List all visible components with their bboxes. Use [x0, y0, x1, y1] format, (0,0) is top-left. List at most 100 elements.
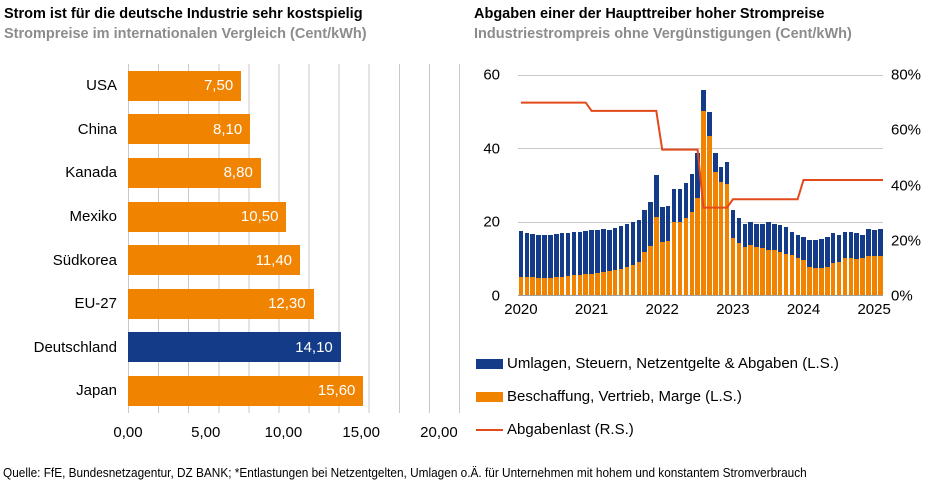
stacked-bar — [583, 75, 588, 295]
hbar-Deutschland: 14,10 — [128, 332, 341, 363]
segment-beschaffung — [612, 270, 618, 295]
stacked-bar — [630, 75, 636, 295]
stacked-bar — [771, 75, 777, 295]
category-label: USA — [86, 77, 117, 95]
segment-umlagen — [819, 238, 824, 269]
bar-row: Kanada 8,80 — [4, 151, 470, 195]
segment-umlagen — [589, 230, 594, 274]
abgabenlast-line — [520, 101, 883, 209]
year-label: 2024 — [786, 301, 821, 318]
segment-beschaffung — [683, 218, 689, 295]
segment-umlagen — [524, 232, 530, 278]
segment-beschaffung — [565, 275, 571, 295]
segment-beschaffung — [801, 260, 806, 295]
bar-row: Mexiko 10,50 — [4, 195, 470, 239]
stacked-bar — [724, 75, 730, 295]
stacked-bar — [518, 75, 524, 295]
bar-row: Südkorea 11,40 — [4, 238, 470, 282]
stacked-bar — [642, 75, 647, 295]
stacked-bar — [718, 75, 724, 295]
stacked-bar — [571, 75, 577, 295]
legend-swatch-orange — [476, 391, 503, 402]
segment-beschaffung — [713, 172, 718, 295]
segment-umlagen — [530, 234, 535, 278]
segment-umlagen — [642, 210, 647, 252]
stacked-bar — [801, 75, 806, 295]
stacked-bar — [654, 75, 659, 295]
segment-beschaffung — [554, 277, 559, 295]
bar-track: 8,80 — [128, 157, 460, 188]
bar-row: Deutschland 14,10 — [4, 326, 470, 370]
category-label: Südkorea — [52, 251, 117, 269]
stacked-bar — [559, 75, 565, 295]
source-note: Quelle: FfE, Bundesnetzagentur, DZ BANK;… — [3, 466, 807, 480]
segment-beschaffung — [559, 276, 565, 295]
segment-umlagen — [701, 90, 706, 111]
bar-track: 15,60 — [128, 375, 460, 406]
x-tick-label: 5,00 — [191, 423, 221, 441]
stacked-bar — [554, 75, 559, 295]
hbar-Japan: 15,60 — [128, 375, 364, 406]
stacked-bar — [548, 75, 553, 295]
segment-beschaffung — [542, 278, 547, 295]
segment-beschaffung — [595, 273, 600, 295]
bar-value-label: 10,50 — [240, 208, 279, 226]
hbar-Kanada: 8,80 — [128, 157, 261, 188]
bar-track: 10,50 — [128, 201, 460, 232]
gridline — [518, 221, 883, 223]
segment-umlagen — [607, 230, 612, 272]
segment-umlagen — [601, 228, 606, 272]
segment-beschaffung — [636, 262, 642, 295]
segment-umlagen — [807, 240, 812, 267]
segment-beschaffung — [648, 245, 653, 295]
stacked-bar — [842, 75, 848, 295]
category-label: Mexiko — [69, 208, 117, 226]
segment-umlagen — [795, 235, 801, 259]
stacked-bar — [748, 75, 753, 295]
bar-row: USA 7,50 — [4, 64, 470, 108]
segment-umlagen — [713, 152, 718, 173]
segment-umlagen — [695, 152, 700, 198]
right-chart-subtitle: Industriestrompreis ohne Vergünstigungen… — [474, 26, 852, 42]
legend-swatch-line — [476, 428, 503, 431]
left-chart-title: Strom ist für die deutsche Industrie seh… — [4, 6, 363, 22]
year-label: 2022 — [645, 301, 679, 318]
segment-umlagen — [754, 223, 759, 247]
segment-umlagen — [665, 206, 671, 241]
hbar-China: 8,10 — [128, 114, 251, 145]
stacked-bar — [872, 75, 877, 295]
segment-umlagen — [718, 167, 724, 183]
segment-beschaffung — [518, 276, 524, 295]
segment-umlagen — [830, 233, 836, 264]
segment-beschaffung — [807, 266, 812, 295]
segment-umlagen — [624, 224, 630, 268]
stacked-bar — [830, 75, 836, 295]
left-axis-tick: 0 — [491, 287, 500, 305]
segment-umlagen — [612, 227, 618, 271]
segment-umlagen — [630, 222, 636, 265]
right-plot — [518, 75, 883, 296]
segment-umlagen — [577, 231, 583, 275]
segment-beschaffung — [813, 268, 818, 295]
stacked-bar — [860, 75, 865, 295]
segment-umlagen — [671, 189, 677, 223]
legend-item-beschaffung: Beschaffung, Vertrieb, Marge (L.S.) — [476, 380, 939, 413]
left-axis-tick: 40 — [483, 140, 500, 158]
segment-beschaffung — [630, 264, 636, 295]
legend-swatch-blue — [476, 358, 503, 369]
stacked-bar — [813, 75, 818, 295]
bar-track: 7,50 — [128, 70, 460, 101]
segment-umlagen — [842, 231, 848, 259]
right-chart-title: Abgaben einer der Haupttreiber hoher Str… — [474, 6, 825, 22]
segment-umlagen — [636, 219, 642, 262]
stacked-bar — [636, 75, 642, 295]
left-bar-rows: USA 7,50 China 8,10 Kanada 8,80 Mexiko 10,50 Süd… — [4, 64, 470, 413]
hbar-Mexiko: 10,50 — [128, 201, 287, 232]
stacked-bar — [789, 75, 795, 295]
left-x-axis: 0,00 5,00 10,00 15,00 20,00 — [113, 423, 470, 442]
segment-beschaffung — [654, 216, 659, 295]
stacked-bar — [807, 75, 812, 295]
stacked-bar — [565, 75, 571, 295]
bar-track: 14,10 — [128, 332, 460, 363]
bar-value-label: 15,60 — [317, 382, 356, 400]
